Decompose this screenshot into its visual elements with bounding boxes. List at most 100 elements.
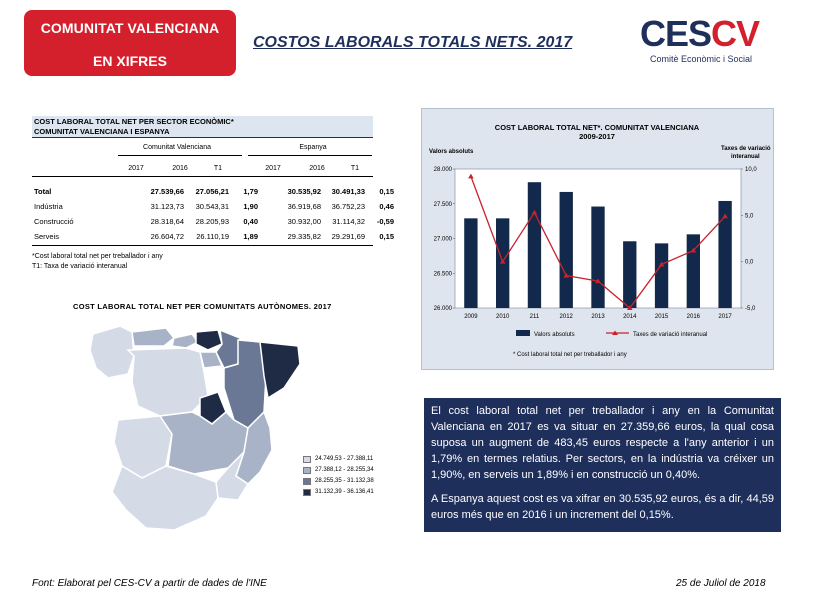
left-axis-label: Valors absoluts xyxy=(429,149,474,155)
table-row: Serveis 26.604,72 26.110,19 1,89 29.335,… xyxy=(32,230,394,244)
cell: 28.205,93 xyxy=(195,217,229,226)
cell: 0,40 xyxy=(243,217,258,226)
right-axis-label: Taxes de variació xyxy=(721,146,771,152)
cell: -0,59 xyxy=(376,217,394,226)
table-row: Total 27.539,66 27.056,21 1,79 30.535,92… xyxy=(32,185,394,199)
col-es-t1: T1 xyxy=(350,165,360,172)
rate-point xyxy=(626,305,633,310)
table-title: COST LABORAL TOTAL NET PER SECTOR ECONÒM… xyxy=(34,117,234,126)
region-castilla-lleo xyxy=(126,347,209,417)
legend-swatch xyxy=(303,478,311,485)
region-asturias xyxy=(131,327,176,347)
left-tick-label: 28.000 xyxy=(434,167,453,173)
x-tick-label: 2010 xyxy=(496,314,510,320)
x-tick-label: 2015 xyxy=(655,314,669,320)
legend-swatch xyxy=(303,456,311,463)
cell: 1,89 xyxy=(243,232,258,241)
cell: 27.539,66 xyxy=(150,187,184,196)
cost-chart: COST LABORAL TOTAL NET*. COMUNITAT VALEN… xyxy=(429,123,771,358)
table-title-band: COST LABORAL TOTAL NET PER SECTOR ECONÒM… xyxy=(32,116,373,137)
cell: 26.604,72 xyxy=(150,232,184,241)
right-axis-label-2: interanual xyxy=(731,154,760,160)
x-tick-label: 211 xyxy=(530,314,540,320)
legend-label: 28.255,35 - 31.132,38 xyxy=(315,478,374,484)
cell: 31.114,32 xyxy=(332,217,365,226)
cell: 36.752,23 xyxy=(331,202,365,211)
table-row: Indústria 31.123,73 30.543,31 1,90 36.91… xyxy=(32,200,394,214)
cescv-logo: CESCV Comitè Econòmic i Social xyxy=(640,16,790,66)
rate-point xyxy=(658,261,665,267)
left-tick-label: 27.500 xyxy=(434,202,453,208)
legend-line-label: Taxes de variació interanual xyxy=(633,332,707,338)
page-title: COSTOS LABORALS TOTALS NETS. 2017 xyxy=(253,34,573,51)
table-title-divider xyxy=(32,137,373,138)
legend-swatch xyxy=(303,467,311,474)
cell: 28.318,64 xyxy=(150,217,184,226)
rate-point xyxy=(722,213,728,219)
cell: 27.056,21 xyxy=(195,187,229,196)
region-badge: COMUNITAT VALENCIANA EN XIFRES xyxy=(24,10,236,76)
group-line-es xyxy=(248,155,372,156)
publication-date: 25 de Juliol de 2018 xyxy=(676,578,766,589)
legend-label: 24.749,53 - 27.388,11 xyxy=(315,456,374,462)
left-tick-label: 26.000 xyxy=(434,306,453,312)
chart-title: COST LABORAL TOTAL NET*. COMUNITAT VALEN… xyxy=(495,123,700,132)
x-tick-label: 2017 xyxy=(718,314,732,320)
region-andalusia xyxy=(111,464,219,531)
x-tick-label: 2014 xyxy=(623,314,637,320)
row-label: Indústria xyxy=(34,202,63,211)
group-line-cv xyxy=(118,155,242,156)
region-pais-basc xyxy=(195,329,223,351)
cell: 30.543,31 xyxy=(195,202,229,211)
left-tick-label: 27.000 xyxy=(434,237,453,243)
cell: 29.335,82 xyxy=(287,232,321,241)
table-row: Construcció 28.318,64 28.205,93 0,40 30.… xyxy=(32,215,394,229)
chart-footnote: * Cost laboral total net per treballador… xyxy=(513,352,627,358)
chart-subtitle: 2009-2017 xyxy=(579,132,615,141)
right-tick-label: 0,0 xyxy=(745,260,754,266)
x-tick-label: 2009 xyxy=(464,314,478,320)
cell: 0,15 xyxy=(379,232,394,241)
legend-line-marker xyxy=(612,330,618,335)
badge-line1: COMUNITAT VALENCIANA xyxy=(40,20,220,36)
cell: 30.491,33 xyxy=(331,187,365,196)
group-label-es: Espanya xyxy=(299,144,327,151)
rate-point xyxy=(468,173,474,179)
region-catalunya xyxy=(259,341,301,400)
right-tick-label: 10,0 xyxy=(745,167,757,173)
x-tick-label: 2013 xyxy=(591,314,605,320)
right-tick-label: -5,0 xyxy=(745,306,756,312)
row-label: Serveis xyxy=(34,232,60,241)
table-note-cost: *Cost laboral total net per treballador … xyxy=(32,253,163,260)
table-bottom-line xyxy=(32,245,373,246)
header-divider xyxy=(32,176,373,177)
left-tick-label: 26.500 xyxy=(434,271,453,277)
summary-paragraph-1: El cost laboral total net per treballado… xyxy=(431,405,774,481)
col-cv-2017: 2017 xyxy=(128,165,144,172)
row-label: Total xyxy=(34,187,52,196)
cell: 29.291,69 xyxy=(331,232,365,241)
bar xyxy=(654,243,669,308)
region-cantabria xyxy=(171,333,200,349)
cell: 31.123,73 xyxy=(150,202,184,211)
right-tick-label: 5,0 xyxy=(745,213,754,219)
spain-regions-map xyxy=(89,325,301,531)
bar xyxy=(623,241,637,308)
rate-point xyxy=(531,209,538,215)
region-galicia xyxy=(89,325,135,379)
summary-paragraph-2: A Espanya aquest cost es va xifrar en 30… xyxy=(431,493,774,521)
bar xyxy=(686,234,701,308)
table-note-rate: T1: Taxa de variació interanual xyxy=(32,263,128,270)
x-tick-label: 2012 xyxy=(560,314,574,320)
bar xyxy=(464,218,478,308)
col-cv-t1: T1 xyxy=(213,165,223,172)
legend-swatch xyxy=(303,489,311,496)
rate-point xyxy=(499,258,506,264)
cell: 36.919,68 xyxy=(287,202,321,211)
cell: 26.110,19 xyxy=(196,232,229,241)
legend-label: 27.388,12 - 28.255,34 xyxy=(315,467,374,473)
col-es-2016: 2016 xyxy=(309,165,325,172)
badge-line2: EN XIFRES xyxy=(93,53,167,69)
bar xyxy=(559,191,573,308)
cell: 1,79 xyxy=(243,187,258,196)
